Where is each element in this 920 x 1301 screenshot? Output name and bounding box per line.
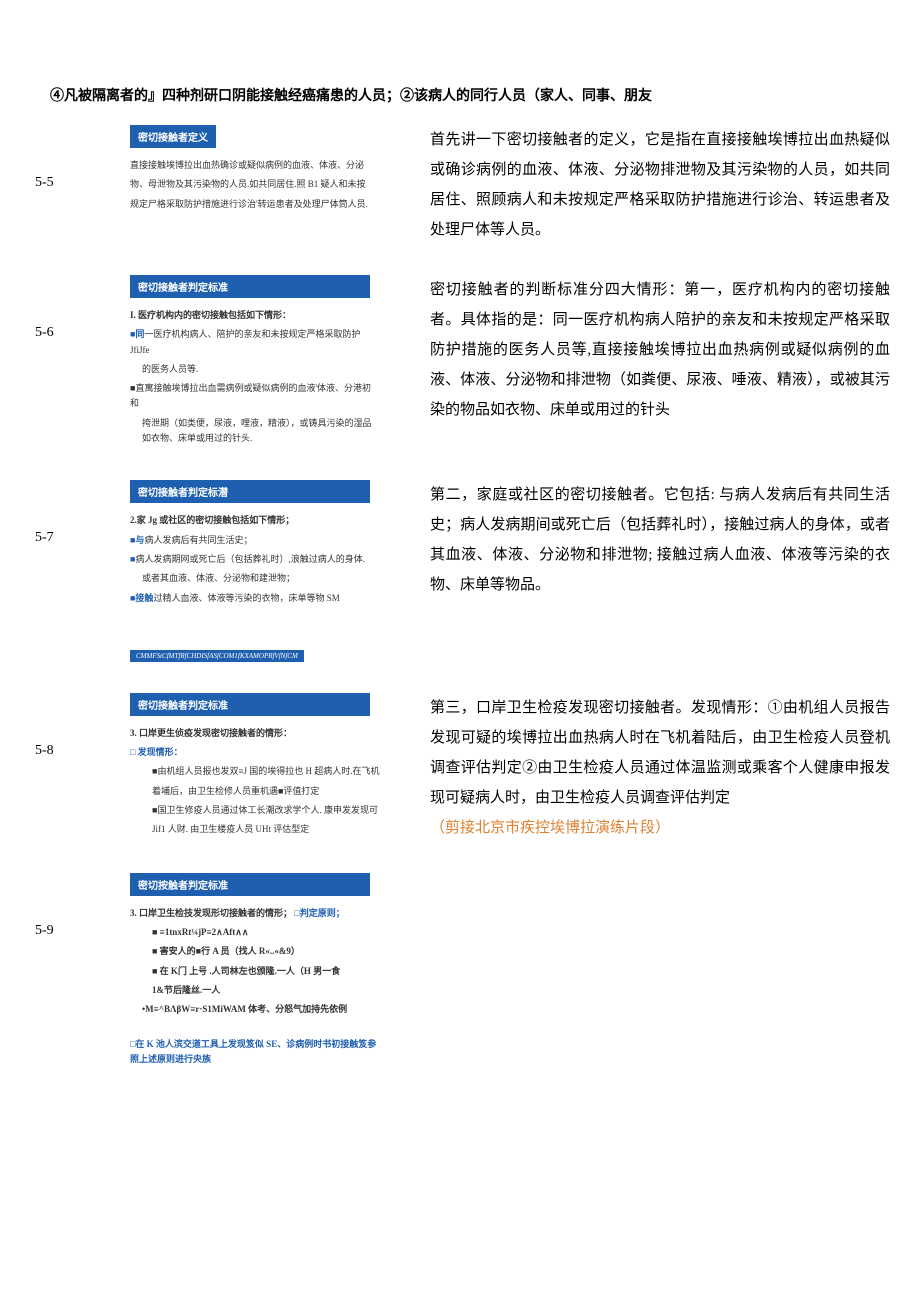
slide-thumbnail: 密切接触者定义 直接接触埃博拉出血热确诊或疑似病例的血液、体液、分泌 物、母泄物… — [60, 125, 400, 245]
section-5-5: 5-5 密切接触者定义 直接接触埃博拉出血热确诊或疑似病例的血液、体液、分泌 物… — [0, 125, 920, 245]
slide-heading: 2.家 Jg 或社区的密切接触包括如下情形； — [130, 513, 380, 528]
slide-text: 3. 口岸卫生检技发现形切接触者的情形； — [130, 908, 292, 918]
body-text: 密切接触者的判断标准分四大情形：第一，医疗机构内的密切接触者。具体指的是：同一医… — [400, 275, 910, 450]
slide-text: □在 K 池人滨交道工具上发现笈似 SE、诊病例时书初接触笈参照上述原则进行央族 — [130, 1039, 376, 1064]
slide-bullet: •M≡^BΛβW≡r·S1MiWAM 体考、分怒气加持先依例 — [130, 1002, 380, 1017]
slide-line: 直接接触埃博拉出血热确诊或疑似病例的血液、体液、分泌 — [130, 158, 380, 173]
slide-item: ■直寓接触埃博拉出血需病例或疑似病例的血液'体液、分港初和 — [130, 381, 380, 412]
section-label: 5-8 — [10, 693, 60, 843]
section-5-6: 5-6 密切接触者判定标准 I. 医疗机构内的密切接触包括如下情形： ■同一医疗… — [0, 275, 920, 450]
slide-body: I. 医疗机构内的密切接触包括如下情形： ■同一医疗机构病人、陪护的亲友和未按规… — [70, 308, 390, 446]
slide-cont: 着埔后，由卫生检修人员重机遇■评值打定 — [130, 784, 380, 799]
slide-text: 过精人血液、体液等污染的衣物，床单等物 SM — [153, 593, 339, 603]
section-label: 5-5 — [10, 125, 60, 245]
slide-text: 病人发病后有共同生活史； — [144, 535, 252, 545]
slide-title: 密切接触者判定标准 — [130, 275, 370, 298]
slide-body: 3. 口岸卫生检技发现形切接触者的情形； □判定原则； ■ ≡1tnxRt¼jP… — [70, 906, 390, 1068]
section-5-7: 5-7 密切接触者判定标潜 2.家 Jg 或社区的密切接触包括如下情形； ■与病… — [0, 480, 920, 662]
slide-item: ■病人发病期网或死亡后（包括葬礼时）,浪触过病人的身体. — [130, 552, 380, 567]
kw: ■接触 — [130, 593, 153, 603]
slide-text: 直寓接触埃博拉出血需病例或疑似病例的血液'体液、分港初和 — [130, 383, 371, 408]
slide-bullet: ■ 害安人的■行 A 员（找人 R«..«&9） — [130, 944, 380, 959]
slide-thumbnail: 密切接触者判定标潜 2.家 Jg 或社区的密切接触包括如下情形； ■与病人发病后… — [60, 480, 400, 662]
section-5-8: 5-8 密切接触者判定标准 3. 口岸更生侦疫发现密切接触者的情形： □ 发现情… — [0, 693, 920, 843]
slide-title: 密切接触者判定标准 — [130, 693, 370, 716]
body-paragraph: 第三，口岸卫生检疫发现密切接触者。发现情形：①由机组人员报告发现可疑的埃博拉出血… — [430, 693, 890, 813]
slide-item: ■由机组人员报也发双≡J 国的埃得拉也 H 超病人时.在飞机 — [130, 764, 380, 779]
body-text: 第三，口岸卫生检疫发现密切接触者。发现情形：①由机组人员报告发现可疑的埃博拉出血… — [400, 693, 910, 843]
slide-heading: 3. 口岸更生侦疫发现密切接触者的情形： — [130, 726, 380, 741]
slide-text: 国卫生修疫人员通过体工长潮改求学个人. 康申发发现可 — [157, 805, 378, 815]
slide-item: ■接触过精人血液、体液等污染的衣物，床单等物 SM — [130, 591, 380, 606]
slide-text: 一医疗机构病人、陪护的亲友和未按规定严格采取防护 JfiJfe — [130, 329, 360, 354]
body-annotation: （剪接北京市疾控埃博拉演练片段） — [430, 813, 890, 843]
slide-thumbnail: 密切按触者判定标准 3. 口岸卫生检技发现形切接触者的情形； □判定原则； ■ … — [60, 873, 400, 1068]
slide-footer: □在 K 池人滨交道工具上发现笈似 SE、诊病例时书初接触笈参照上述原则进行央族 — [130, 1039, 376, 1064]
slide-sub: □判定原则； — [294, 908, 344, 918]
slide-body: 3. 口岸更生侦疫发现密切接触者的情形： □ 发现情形： ■由机组人员报也发双≡… — [70, 726, 390, 838]
slide-text: 病人发病期网或死亡后（包括葬礼时）,浪触过病人的身体. — [135, 554, 365, 564]
slide-title: 密切接触者定义 — [130, 125, 216, 148]
kw: ■同 — [130, 329, 144, 339]
section-label: 5-7 — [10, 480, 60, 662]
slide-cont: 挎泄期（如类便，尿液，哩液，精液），或铸具污染的湿品如衣物、床单或用过的针头. — [130, 416, 380, 447]
slide-bullet: ■ 在 K门 上号 .人司林左也颁隆.一人（H 男一食 — [130, 964, 380, 979]
slide-cont: Jif1 人财. 由卫生楼疫人员 UHt 评估型定 — [130, 822, 380, 837]
slide-line: 规定尸格采取防护措施进行诊治'转运患者及处理尸体筒人员. — [130, 197, 380, 212]
kw: ■与 — [130, 535, 144, 545]
slide-heading: 3. 口岸卫生检技发现形切接触者的情形； □判定原则； — [130, 906, 380, 921]
slide-body: 直接接触埃博拉出血热确诊或疑似病例的血液、体液、分泌 物、母泄物及其污染物的人员… — [70, 158, 390, 212]
body-text: 首先讲一下密切接触者的定义，它是指在直接接触埃博拉出血热疑似或确诊病例的血液、体… — [400, 125, 910, 245]
page-header: ④凡被隔离者的』四种剂研口阴能接触经癌痛患的人员；②该病人的同行人员（家人、同事… — [0, 0, 920, 125]
slide-thumbnail: 密切接触者判定标准 3. 口岸更生侦疫发现密切接触者的情形： □ 发现情形： ■… — [60, 693, 400, 843]
section-5-9: 5-9 密切按触者判定标准 3. 口岸卫生检技发现形切接触者的情形； □判定原则… — [0, 873, 920, 1068]
slide-cont: 或者其血液、体液、分泌物和建泄物； — [130, 571, 380, 586]
slide-line: 物、母泄物及其污染物的人员.如共同居住.照 B1 疑人和未按 — [130, 177, 380, 192]
slide-item: ■与病人发病后有共同生活史； — [130, 533, 380, 548]
slide-cont: 的医务人员等. — [130, 362, 380, 377]
body-text: 第二，家庭或社区的密切接触者。它包括: 与病人发病后有共同生活史；病人发病期间或… — [400, 480, 910, 662]
slide-thumbnail: 密切接触者判定标准 I. 医疗机构内的密切接触包括如下情形： ■同一医疗机构病人… — [60, 275, 400, 450]
body-paragraph: 密切接触者的判断标准分四大情形：第一，医疗机构内的密切接触者。具体指的是：同一医… — [430, 275, 890, 425]
slide-bullet: ■ ≡1tnxRt¼jP≡2∧Aft∧∧ — [130, 925, 380, 940]
slide-heading: I. 医疗机构内的密切接触包括如下情形： — [130, 308, 380, 323]
slide-strip: CMMFStCfMTfRfCHDISfASfCOM1fKXAMOPRfVfNfC… — [130, 650, 304, 662]
slide-title: 密切接触者判定标潜 — [130, 480, 370, 503]
body-paragraph: 第二，家庭或社区的密切接触者。它包括: 与病人发病后有共同生活史；病人发病期间或… — [430, 480, 890, 600]
slide-text: 由机组人员报也发双≡J 国的埃得拉也 H 超病人时.在飞机 — [157, 766, 379, 776]
section-label: 5-6 — [10, 275, 60, 450]
body-paragraph: 首先讲一下密切接触者的定义，它是指在直接接触埃博拉出血热疑似或确诊病例的血液、体… — [430, 125, 890, 245]
slide-item: ■国卫生修疫人员通过体工长潮改求学个人. 康申发发现可 — [130, 803, 380, 818]
slide-body: 2.家 Jg 或社区的密切接触包括如下情形； ■与病人发病后有共同生活史； ■病… — [70, 513, 390, 605]
slide-sub: □ 发现情形： — [130, 745, 380, 760]
slide-item: ■同一医疗机构病人、陪护的亲友和未按规定严格采取防护 JfiJfe — [130, 327, 380, 358]
section-label: 5-9 — [10, 873, 60, 1068]
slide-bullet: 1&节后隆丝.一人 — [130, 983, 380, 998]
slide-title: 密切按触者判定标准 — [130, 873, 370, 896]
body-text — [400, 873, 910, 1068]
